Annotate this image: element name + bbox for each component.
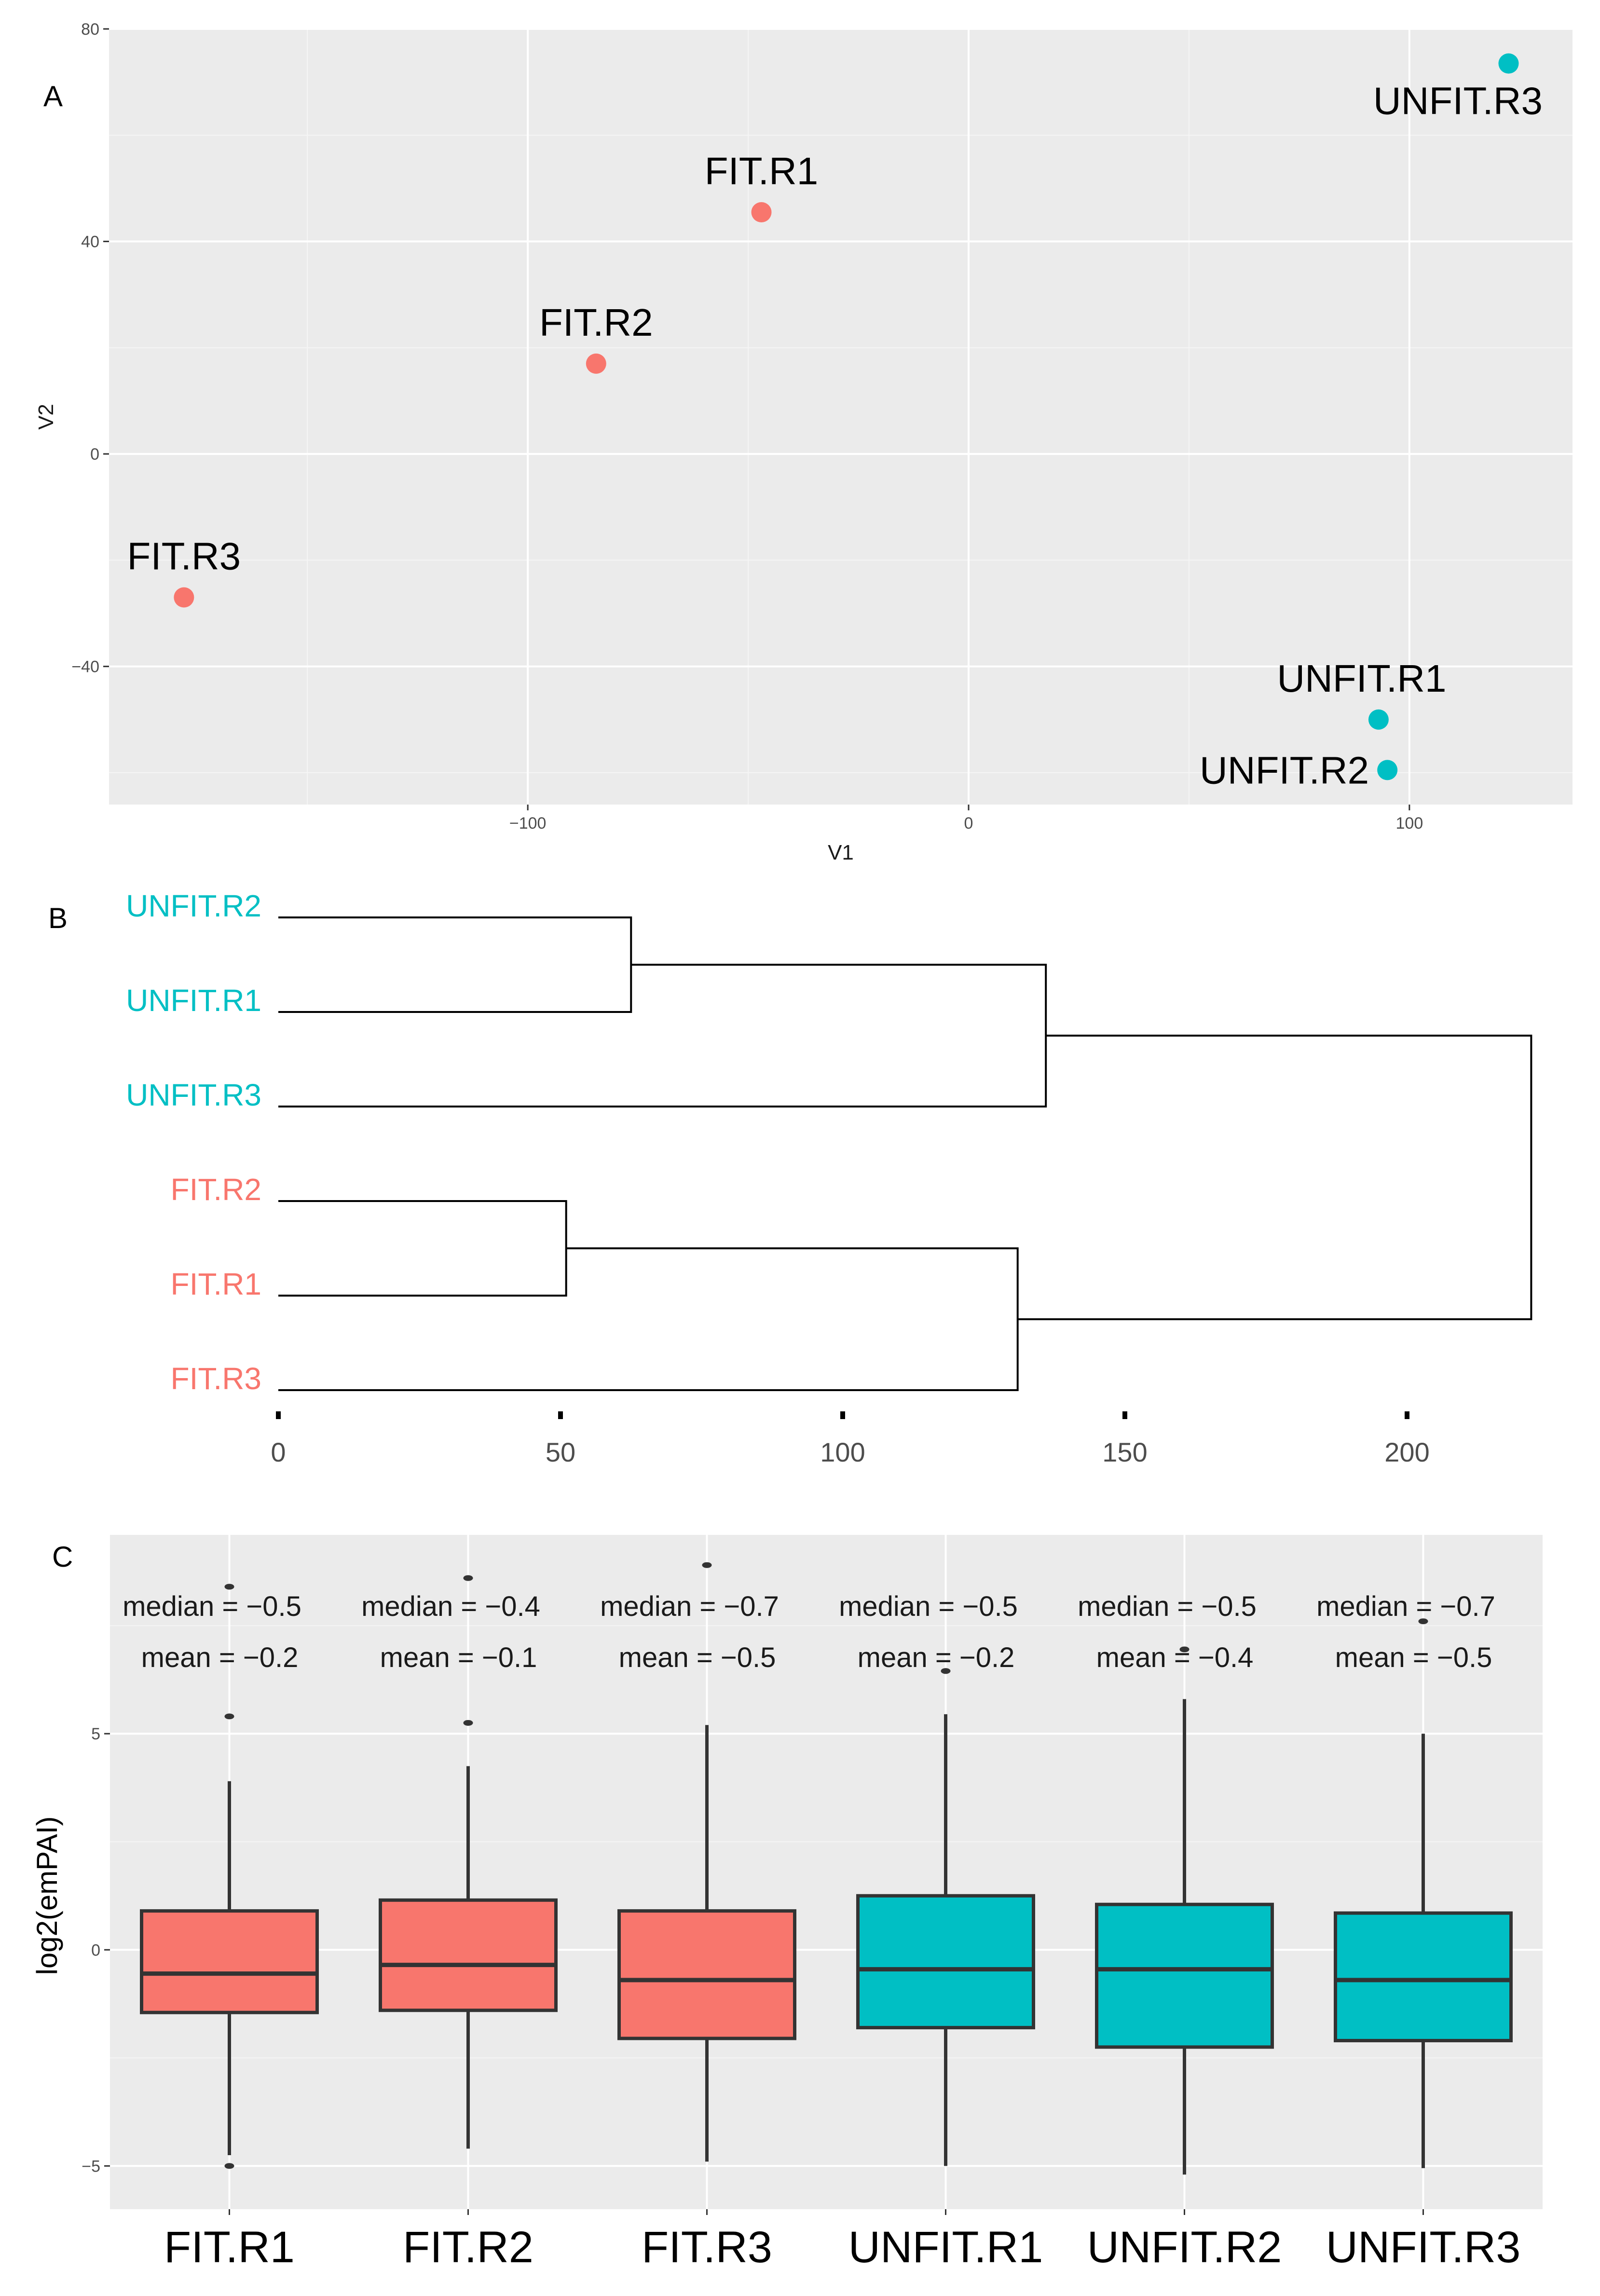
box-iqr — [1334, 1911, 1513, 2042]
dendrogram-leaf-label-unfit-r2: UNFIT.R2 — [126, 888, 261, 923]
box-outlier-point — [941, 1668, 951, 1674]
scatter-point-fit-r2 — [586, 353, 606, 374]
scatter-y-axis-title: V2 — [34, 404, 58, 430]
dendrogram-leaf-label-fit-r3: FIT.R3 — [171, 1361, 261, 1396]
boxplot-y-tick-label: 5 — [91, 1725, 100, 1743]
box-outlier-point — [463, 1720, 473, 1726]
mean-annotation-unfit-r1: mean = −0.2 — [858, 1642, 1015, 1673]
box-iqr — [140, 1909, 319, 2014]
scatter-plot-background — [109, 29, 1573, 805]
scatter-point-label-fit-r1: FIT.R1 — [705, 150, 819, 192]
panel-label-b: B — [48, 902, 68, 934]
box-outlier-point — [1179, 1646, 1190, 1653]
boxplot-y-tick-label: −5 — [82, 2157, 100, 2175]
box-outlier-point — [463, 1575, 473, 1581]
boxplot-fit-r2 — [379, 1575, 558, 2149]
boxplot-y-axis-title: log2(emPAI) — [31, 1816, 63, 1975]
median-annotation-unfit-r2: median = −0.5 — [1078, 1591, 1257, 1622]
box-outlier-point — [224, 1713, 234, 1720]
dendrogram-link — [278, 1247, 1019, 1391]
box-iqr — [379, 1898, 558, 2012]
scatter-y-tick-label: 40 — [81, 233, 99, 251]
panel-label-c: C — [52, 1541, 73, 1573]
boxplot-category-label-fit-r3: FIT.R3 — [642, 2223, 772, 2272]
box-outlier-point — [1418, 1618, 1428, 1625]
scatter-point-fit-r1 — [751, 202, 772, 222]
scatter-y-tick-label: −40 — [71, 658, 99, 676]
scatter-x-tick-label: 100 — [1396, 814, 1423, 833]
box-iqr — [856, 1894, 1035, 2030]
boxplot-fit-r3 — [617, 1562, 796, 2162]
dendrogram-x-tick-label: 0 — [271, 1437, 286, 1467]
median-annotation-unfit-r1: median = −0.5 — [839, 1591, 1018, 1622]
box-iqr — [617, 1909, 796, 2040]
box-outlier-point — [224, 1584, 234, 1590]
scatter-point-label-unfit-r2: UNFIT.R2 — [1200, 749, 1369, 792]
dendrogram-link — [278, 964, 1047, 1107]
boxplot-category-label-unfit-r3: UNFIT.R3 — [1326, 2223, 1521, 2272]
boxplot-category-label-fit-r1: FIT.R1 — [164, 2223, 295, 2272]
scatter-y-tick-label: 0 — [90, 445, 99, 464]
scatter-point-unfit-r1 — [1368, 709, 1389, 730]
box-outlier-point — [702, 1562, 712, 1568]
panel-label-a: A — [43, 80, 63, 112]
scatter-point-fit-r3 — [174, 587, 194, 608]
boxplot-fit-r1 — [140, 1584, 319, 2169]
mean-annotation-fit-r1: mean = −0.2 — [141, 1642, 299, 1673]
dendrogram-leaf-label-fit-r2: FIT.R2 — [171, 1172, 261, 1207]
box-outlier-point — [224, 2163, 234, 2169]
dendrogram-link — [1017, 1035, 1532, 1320]
scatter-y-tick-label: 80 — [81, 20, 99, 39]
dendrogram-x-tick-label: 50 — [546, 1437, 575, 1467]
scatter-point-label-unfit-r3: UNFIT.R3 — [1373, 80, 1543, 123]
boxplot-y-tick-label: 0 — [91, 1941, 100, 1959]
scatter-point-label-unfit-r1: UNFIT.R1 — [1277, 657, 1446, 700]
dendrogram-leaf-label-unfit-r3: UNFIT.R3 — [126, 1078, 261, 1112]
mean-annotation-fit-r2: mean = −0.1 — [380, 1642, 537, 1673]
median-annotation-unfit-r3: median = −0.7 — [1316, 1591, 1495, 1622]
dendrogram-x-tick-label: 200 — [1384, 1437, 1429, 1467]
box-iqr — [1095, 1902, 1274, 2049]
scatter-x-tick-label: 0 — [964, 814, 973, 833]
median-annotation-fit-r3: median = −0.7 — [600, 1591, 779, 1622]
boxplot-unfit-r2 — [1095, 1646, 1274, 2175]
scatter-x-tick-label: −100 — [509, 814, 547, 833]
median-annotation-fit-r1: median = −0.5 — [123, 1591, 301, 1622]
dendrogram-panel: UNFIT.R2 UNFIT.R1 UNFIT.R3 FIT.R2 FIT.R1 FIT.… — [126, 888, 1532, 1467]
dendrogram-link — [278, 916, 632, 1013]
boxplot-category-label-unfit-r1: UNFIT.R1 — [848, 2223, 1043, 2272]
scatter-point-unfit-r2 — [1377, 760, 1398, 780]
mean-annotation-unfit-r2: mean = −0.4 — [1096, 1642, 1254, 1673]
boxplot-category-label-fit-r2: FIT.R2 — [403, 2223, 533, 2272]
boxplot-background — [110, 1535, 1543, 2209]
mean-annotation-unfit-r3: mean = −0.5 — [1335, 1642, 1492, 1673]
dendrogram-leaf-label-fit-r1: FIT.R1 — [171, 1267, 261, 1301]
scatter-point-unfit-r3 — [1498, 53, 1519, 74]
dendrogram-link — [278, 1200, 567, 1297]
mean-annotation-fit-r3: mean = −0.5 — [619, 1642, 776, 1673]
boxplot-unfit-r1 — [856, 1668, 1035, 2166]
dendrogram-leaf-label-unfit-r1: UNFIT.R1 — [126, 983, 261, 1018]
boxplot-category-label-unfit-r2: UNFIT.R2 — [1087, 2223, 1282, 2272]
scatter-x-axis-title: V1 — [828, 841, 854, 864]
boxplot-panel: −5 0 5 median = −0.5 mean = −0.2 median = −0… — [31, 1535, 1543, 2272]
boxplot-unfit-r3 — [1334, 1618, 1513, 2168]
pca-scatter-panel: −100 0 100 −40 0 40 80 FIT.R1 FIT.R2 FIT.R3 UNFIT… — [34, 20, 1573, 864]
dendrogram-x-tick-label: 150 — [1102, 1437, 1147, 1467]
scatter-point-label-fit-r2: FIT.R2 — [539, 301, 653, 344]
median-annotation-fit-r2: median = −0.4 — [361, 1591, 540, 1622]
dendrogram-x-tick-label: 100 — [820, 1437, 865, 1467]
scatter-point-label-fit-r3: FIT.R3 — [127, 534, 241, 577]
